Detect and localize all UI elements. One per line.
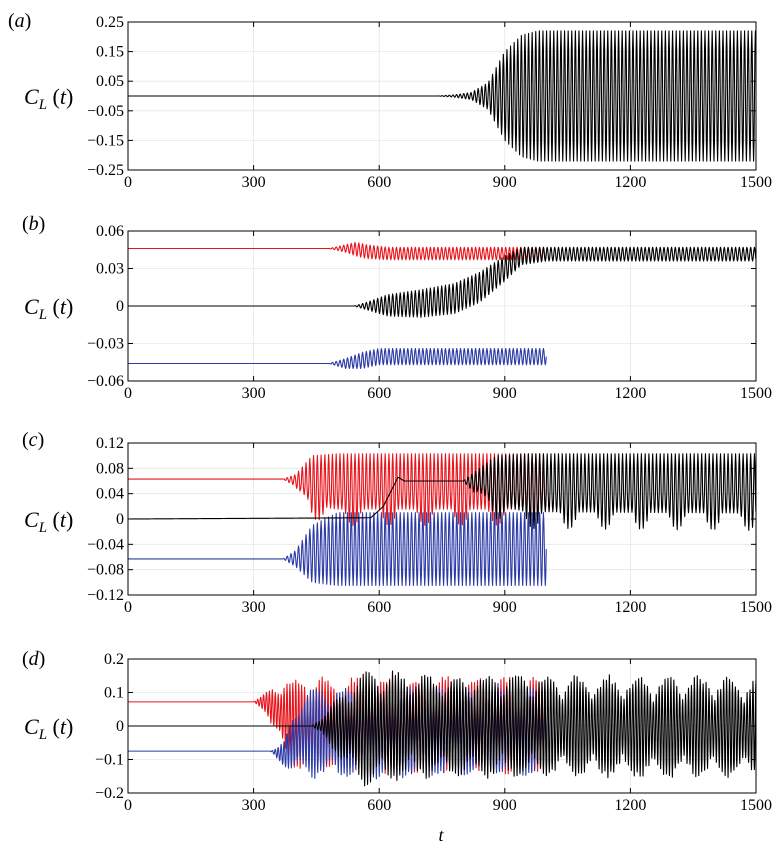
panel-label: (d) <box>22 648 45 670</box>
y-tick-label: −0.06 <box>87 373 124 390</box>
series-line-3 <box>128 670 756 787</box>
chart-panel-d: 0 300 600 900 1200 1500 0.2 0.1 0 −0.1 −0.2 (d) CL (… <box>22 648 772 814</box>
x-tick-label: 600 <box>367 599 391 616</box>
y-axis-label: CL (t) <box>24 714 73 743</box>
y-tick-label: −0.15 <box>87 132 124 149</box>
plot-area <box>128 30 756 162</box>
x-tick-label: 300 <box>242 385 266 402</box>
y-tick-label: 0 <box>116 718 124 735</box>
y-tick-label: −0.1 <box>95 752 124 769</box>
x-tick-label: 300 <box>242 174 266 191</box>
panel-label: (c) <box>22 429 44 451</box>
y-tick-label: 0.06 <box>96 223 124 240</box>
y-tick-label: −0.25 <box>87 162 124 179</box>
x-tick-label: 0 <box>124 797 132 814</box>
plot-area <box>128 670 756 787</box>
x-tick-label: 1500 <box>740 174 772 191</box>
x-tick-label: 1200 <box>614 174 646 191</box>
y-tick-label: −0.03 <box>87 336 124 353</box>
chart-panel-b: 0 300 600 900 1200 1500 0.06 0.03 0 −0.03 −0.06 (b)… <box>22 213 772 402</box>
y-tick-label: 0.15 <box>96 44 124 61</box>
x-tick-label: 1500 <box>740 385 772 402</box>
y-tick-label: 0.08 <box>96 460 124 477</box>
y-tick-label: 0.05 <box>96 73 124 90</box>
plot-area <box>128 453 756 587</box>
x-tick-label: 0 <box>124 385 132 402</box>
series-line-1 <box>128 241 547 261</box>
panel-label: (b) <box>22 213 45 235</box>
y-tick-label: −0.05 <box>87 103 124 120</box>
y-tick-label: 0.2 <box>104 651 124 668</box>
x-tick-label: 1200 <box>614 797 646 814</box>
y-tick-label: 0.04 <box>96 486 124 503</box>
x-axis-label: t <box>438 825 444 845</box>
x-tick-label: 900 <box>493 797 517 814</box>
y-tick-label: 0.03 <box>96 261 124 278</box>
series-line-1 <box>128 30 756 162</box>
series-line-3 <box>128 347 547 370</box>
y-axis-label: CL (t) <box>24 294 73 323</box>
chart-panel-a: 0 300 600 900 1200 1500 0.25 0.15 0.05 −0.05 −0.15… <box>8 10 772 191</box>
x-tick-label: 300 <box>242 797 266 814</box>
x-tick-label: 600 <box>367 174 391 191</box>
y-tick-label: 0 <box>116 511 124 528</box>
y-tick-label: −0.2 <box>95 785 124 802</box>
y-tick-label: 0.12 <box>96 435 124 452</box>
x-tick-label: 600 <box>367 797 391 814</box>
y-tick-label: −0.04 <box>87 536 124 553</box>
y-tick-label: −0.12 <box>87 587 124 604</box>
x-tick-label: 0 <box>124 174 132 191</box>
x-tick-label: 1200 <box>614 385 646 402</box>
x-tick-label: 900 <box>493 385 517 402</box>
series-line-2 <box>128 246 756 318</box>
panel-label: (a) <box>8 10 31 32</box>
x-tick-label: 900 <box>493 174 517 191</box>
y-tick-label: 0.25 <box>96 14 124 31</box>
axes-frame <box>127 21 757 171</box>
x-tick-label: 1500 <box>740 599 772 616</box>
chart-panel-c: 0 300 600 900 1200 1500 0.12 0.08 0.04 0 −0.04 −0.0… <box>22 429 772 616</box>
series-line-3 <box>128 453 756 531</box>
x-tick-label: 900 <box>493 599 517 616</box>
x-tick-label: 300 <box>242 599 266 616</box>
y-tick-label: 0 <box>116 298 124 315</box>
y-tick-label: 0.1 <box>104 685 124 702</box>
x-tick-label: 1500 <box>740 797 772 814</box>
series-line-2 <box>128 512 547 587</box>
x-tick-label: 600 <box>367 385 391 402</box>
y-axis-label: CL (t) <box>24 507 73 536</box>
y-axis-label: CL (t) <box>24 84 73 113</box>
y-tick-label: −0.08 <box>87 562 124 579</box>
x-tick-label: 1200 <box>614 599 646 616</box>
x-tick-label: 0 <box>124 599 132 616</box>
plot-area <box>128 241 756 370</box>
